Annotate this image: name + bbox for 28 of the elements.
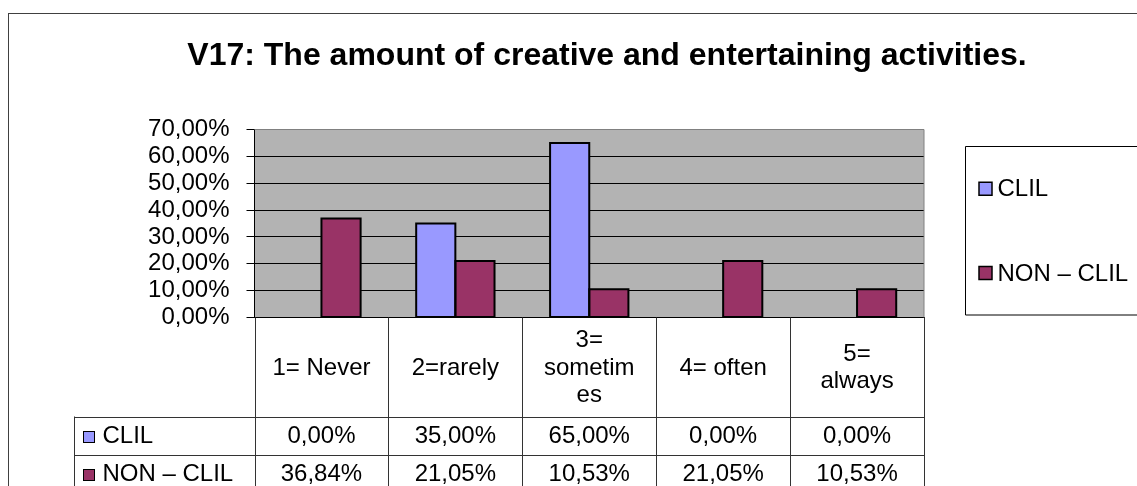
data-label: 10,53% <box>816 459 898 486</box>
data-label: 0,00% <box>287 421 356 449</box>
data-label: 10,53% <box>548 459 630 486</box>
data-label: 65,00% <box>548 421 630 449</box>
text: NON – CLIL <box>102 459 234 486</box>
data-label: 0,00% <box>689 421 758 449</box>
y-tick-label: 40,00% <box>148 194 230 222</box>
y-tick-label: 0,00% <box>161 302 230 330</box>
y-tick-label: 10,00% <box>148 275 230 303</box>
x-tick-label: 2=rarely <box>411 352 500 380</box>
legend-label: CLIL <box>102 421 154 449</box>
data-label: 21,05% <box>414 459 497 486</box>
x-tick-label: 3= sometimes <box>543 325 635 408</box>
y-tick-label: 60,00% <box>148 140 230 168</box>
data-label: 21,05% <box>682 459 764 486</box>
y-tick-label: 70,00% <box>148 114 230 142</box>
legend-label: NON – CLIL <box>997 258 1129 286</box>
y-tick-label: 50,00% <box>148 167 230 195</box>
data-label: 0,00% <box>823 421 892 449</box>
y-tick-label: 30,00% <box>148 221 230 249</box>
x-tick-label: 1= Never <box>272 352 371 380</box>
data-label: 35,00% <box>414 421 497 449</box>
text: CLIL <box>997 174 1049 202</box>
data-label: 36,84% <box>280 459 363 486</box>
chart-title: V17: The amount of creative and entertaining activities. <box>187 36 1027 72</box>
x-tick-label: 5= always <box>820 338 894 394</box>
y-tick-label: 20,00% <box>148 248 230 276</box>
x-tick-label: 4= often <box>679 352 767 380</box>
